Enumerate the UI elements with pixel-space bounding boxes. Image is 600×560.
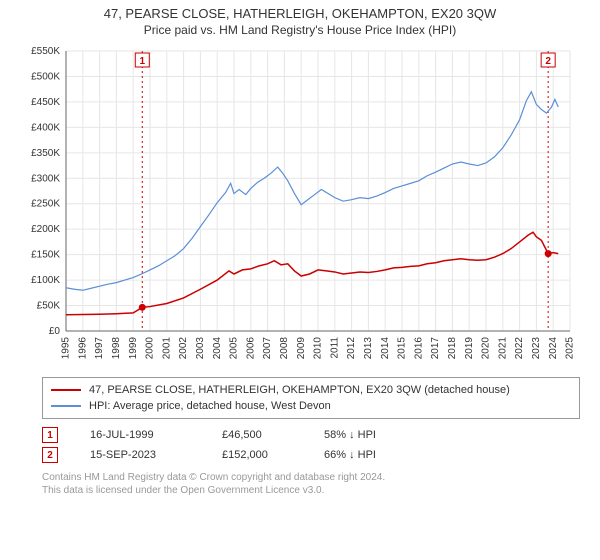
svg-text:2004: 2004 (212, 337, 223, 360)
footer-attribution: Contains HM Land Registry data © Crown c… (42, 471, 580, 497)
svg-text:£100K: £100K (31, 275, 60, 286)
svg-text:2015: 2015 (397, 337, 408, 360)
svg-text:2012: 2012 (346, 337, 357, 360)
svg-text:2023: 2023 (531, 337, 542, 360)
svg-text:2003: 2003 (195, 337, 206, 360)
footer-line-2: This data is licensed under the Open Gov… (42, 484, 580, 497)
svg-text:2024: 2024 (548, 337, 559, 360)
svg-text:2016: 2016 (413, 337, 424, 360)
svg-text:1996: 1996 (77, 337, 88, 360)
svg-text:1999: 1999 (128, 337, 139, 360)
marker-table: 1 16-JUL-1999 £46,500 58% ↓ HPI 2 15-SEP… (42, 425, 580, 465)
svg-text:2025: 2025 (565, 337, 576, 360)
svg-text:£300K: £300K (31, 173, 60, 184)
svg-text:£0: £0 (49, 326, 61, 337)
legend-row-price-paid: 47, PEARSE CLOSE, HATHERLEIGH, OKEHAMPTO… (51, 382, 571, 398)
svg-text:1: 1 (139, 56, 145, 67)
svg-text:2006: 2006 (245, 337, 256, 360)
svg-text:£200K: £200K (31, 224, 60, 235)
svg-text:£450K: £450K (31, 97, 60, 108)
svg-text:1998: 1998 (111, 337, 122, 360)
marker-pct-2: 66% ↓ HPI (324, 449, 414, 461)
marker-badge-1: 1 (42, 427, 58, 443)
svg-text:£150K: £150K (31, 250, 60, 261)
svg-text:2001: 2001 (161, 337, 172, 360)
svg-text:2009: 2009 (296, 337, 307, 360)
svg-text:2013: 2013 (363, 337, 374, 360)
svg-text:1997: 1997 (94, 337, 105, 360)
legend-label-hpi: HPI: Average price, detached house, West… (89, 400, 331, 412)
svg-text:£500K: £500K (31, 71, 60, 82)
chart-titles: 47, PEARSE CLOSE, HATHERLEIGH, OKEHAMPTO… (0, 0, 600, 37)
svg-text:2002: 2002 (178, 337, 189, 360)
svg-text:2011: 2011 (329, 337, 340, 359)
svg-text:£550K: £550K (31, 46, 60, 57)
svg-text:2010: 2010 (313, 337, 324, 360)
svg-text:2021: 2021 (497, 337, 508, 360)
svg-text:£350K: £350K (31, 148, 60, 159)
svg-text:2014: 2014 (380, 337, 391, 360)
svg-text:2008: 2008 (279, 337, 290, 360)
legend-row-hpi: HPI: Average price, detached house, West… (51, 398, 571, 414)
chart-title-sub: Price paid vs. HM Land Registry's House … (0, 23, 600, 37)
legend-swatch-hpi (51, 405, 81, 407)
svg-text:2020: 2020 (481, 337, 492, 360)
legend-label-price-paid: 47, PEARSE CLOSE, HATHERLEIGH, OKEHAMPTO… (89, 384, 510, 396)
footer-line-1: Contains HM Land Registry data © Crown c… (42, 471, 580, 484)
legend-box: 47, PEARSE CLOSE, HATHERLEIGH, OKEHAMPTO… (42, 377, 580, 419)
svg-text:£250K: £250K (31, 199, 60, 210)
chart-container: 47, PEARSE CLOSE, HATHERLEIGH, OKEHAMPTO… (0, 0, 600, 560)
marker-date-1: 16-JUL-1999 (90, 429, 190, 441)
marker-price-1: £46,500 (222, 429, 292, 441)
svg-text:2018: 2018 (447, 337, 458, 360)
svg-text:2007: 2007 (262, 337, 273, 360)
svg-text:£400K: £400K (31, 122, 60, 133)
legend-swatch-price-paid (51, 389, 81, 391)
svg-text:2: 2 (545, 56, 551, 67)
svg-text:£50K: £50K (37, 301, 61, 312)
svg-text:2019: 2019 (464, 337, 475, 360)
svg-text:2000: 2000 (145, 337, 156, 360)
svg-text:2017: 2017 (430, 337, 441, 360)
marker-pct-1: 58% ↓ HPI (324, 429, 414, 441)
marker-row-1: 1 16-JUL-1999 £46,500 58% ↓ HPI (42, 425, 580, 445)
svg-text:2022: 2022 (514, 337, 525, 360)
marker-date-2: 15-SEP-2023 (90, 449, 190, 461)
svg-text:2005: 2005 (229, 337, 240, 360)
marker-row-2: 2 15-SEP-2023 £152,000 66% ↓ HPI (42, 445, 580, 465)
marker-price-2: £152,000 (222, 449, 292, 461)
svg-text:1995: 1995 (61, 337, 72, 360)
price-line-chart: £0 £50K £100K £150K £200K £250K £300K £350K £400… (20, 41, 580, 371)
chart-title-address: 47, PEARSE CLOSE, HATHERLEIGH, OKEHAMPTO… (0, 6, 600, 21)
marker-badge-2: 2 (42, 447, 58, 463)
